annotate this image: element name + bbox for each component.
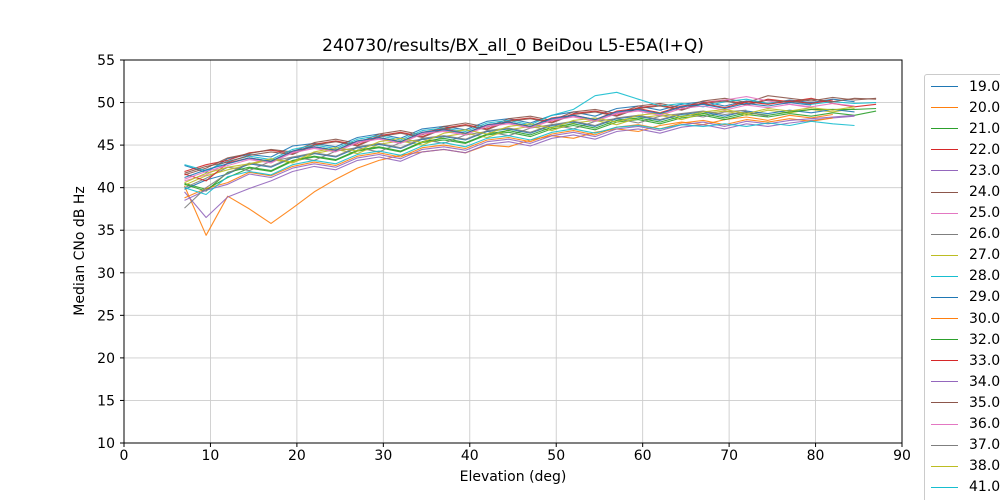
x-axis-label: Elevation (deg) [459,469,567,485]
y-tick-label: 15 [97,393,115,409]
series-line-42.0 [184,102,812,179]
x-tick-label: 90 [893,448,911,464]
legend-line-sample [931,149,958,151]
legend-line-sample [931,423,958,425]
legend-label: 25.0 [969,205,1000,222]
series-line-38.0 [184,106,855,184]
legend-label: 21.0 [969,120,1000,137]
series-line-41.0 [184,120,855,196]
legend-entry-25.0: 25.0 [925,203,1000,224]
legend-entry-20.0: 20.0 [925,97,1000,118]
y-tick-label: 40 [97,181,115,197]
y-tick-label: 30 [97,266,115,282]
legend-line-sample [931,275,958,277]
series-line-24.0 [184,95,877,176]
legend-label: 34.0 [969,373,1000,390]
legend-entry-37.0: 37.0 [925,435,1000,456]
legend-label: 30.0 [969,310,1000,327]
legend-label: 20.0 [969,99,1000,116]
legend-line-sample [931,107,958,109]
legend-entry-30.0: 30.0 [925,308,1000,329]
x-tick-label: 20 [288,448,306,464]
legend-entry-36.0: 36.0 [925,414,1000,435]
legend-line-sample [931,212,958,214]
x-tick-label: 70 [720,448,738,464]
x-tick-label: 60 [634,448,652,464]
legend-line-sample [931,318,958,320]
legend-entry-27.0: 27.0 [925,245,1000,266]
legend-entry-29.0: 29.0 [925,287,1000,308]
series-line-34.0 [184,114,855,201]
legend-label: 19.0 [969,78,1000,95]
legend-entry-32.0: 32.0 [925,329,1000,350]
legend-label: 27.0 [969,247,1000,264]
legend-line-sample [931,86,958,88]
y-tick-label: 20 [97,351,115,367]
legend-label: 23.0 [969,162,1000,179]
legend-line-sample [931,486,958,488]
chart-title: 240730/results/BX_all_0 BeiDou L5-E5A(I+… [322,36,704,56]
legend-line-sample [931,381,958,383]
legend-label: 32.0 [969,331,1000,348]
legend-line-sample [931,233,958,235]
legend-label: 22.0 [969,141,1000,158]
legend-label: 26.0 [969,226,1000,243]
y-tick-label: 45 [97,138,115,154]
legend-label: 38.0 [969,458,1000,475]
legend-entry-19.0: 19.0 [925,76,1000,97]
x-tick-label: 0 [120,448,129,464]
legend-label: 35.0 [969,394,1000,411]
y-tick-label: 10 [97,436,115,452]
legend-entry-33.0: 33.0 [925,350,1000,371]
legend-label: 28.0 [969,268,1000,285]
legend-entry-23.0: 23.0 [925,160,1000,181]
legend-entry-26.0: 26.0 [925,224,1000,245]
x-tick-label: 30 [374,448,392,464]
x-tick-label: 80 [807,448,825,464]
x-tick-label: 40 [461,448,479,464]
series-line-33.0 [184,99,833,182]
series-line-37.0 [184,110,769,209]
series-line-27.0 [184,107,855,186]
legend-line-sample [931,360,958,362]
series-line-36.0 [184,102,855,180]
legend-line-sample [931,254,958,256]
series-line-30.0 [184,117,833,199]
legend-label: 36.0 [969,416,1000,433]
legend-label: 24.0 [969,184,1000,201]
legend-label: 33.0 [969,352,1000,369]
legend-line-sample [931,296,958,298]
legend-label: 29.0 [969,289,1000,306]
axes-spines [123,59,903,444]
legend-entry-21.0: 21.0 [925,118,1000,139]
legend-box: 19.0 20.0 21.0 22.0 23.0 24.0 25.0 26.0 27.0 28.0… [924,74,1000,500]
legend-line-sample [931,170,958,172]
legend-entry-22.0: 22.0 [925,139,1000,160]
legend-entry-34.0: 34.0 [925,371,1000,392]
legend-entry-35.0: 35.0 [925,392,1000,413]
legend-line-sample [931,128,958,130]
legend-entry-41.0: 41.0 [925,477,1000,498]
legend-line-sample [931,465,958,467]
legend-entry-24.0: 24.0 [925,181,1000,202]
legend-entry-28.0: 28.0 [925,266,1000,287]
legend-entry-38.0: 38.0 [925,456,1000,477]
y-tick-label: 25 [97,308,115,324]
y-tick-label: 35 [97,223,115,239]
legend-label: 41.0 [969,479,1000,496]
legend-line-sample [931,444,958,446]
series-line-23.0 [184,115,855,219]
legend-line-sample [931,339,958,341]
y-tick-label: 55 [97,53,115,69]
y-tick-label: 50 [97,96,115,112]
legend-label: 37.0 [969,437,1000,454]
legend-line-sample [931,402,958,404]
x-tick-label: 50 [547,448,565,464]
x-tick-label: 10 [202,448,220,464]
legend-line-sample [931,191,958,193]
